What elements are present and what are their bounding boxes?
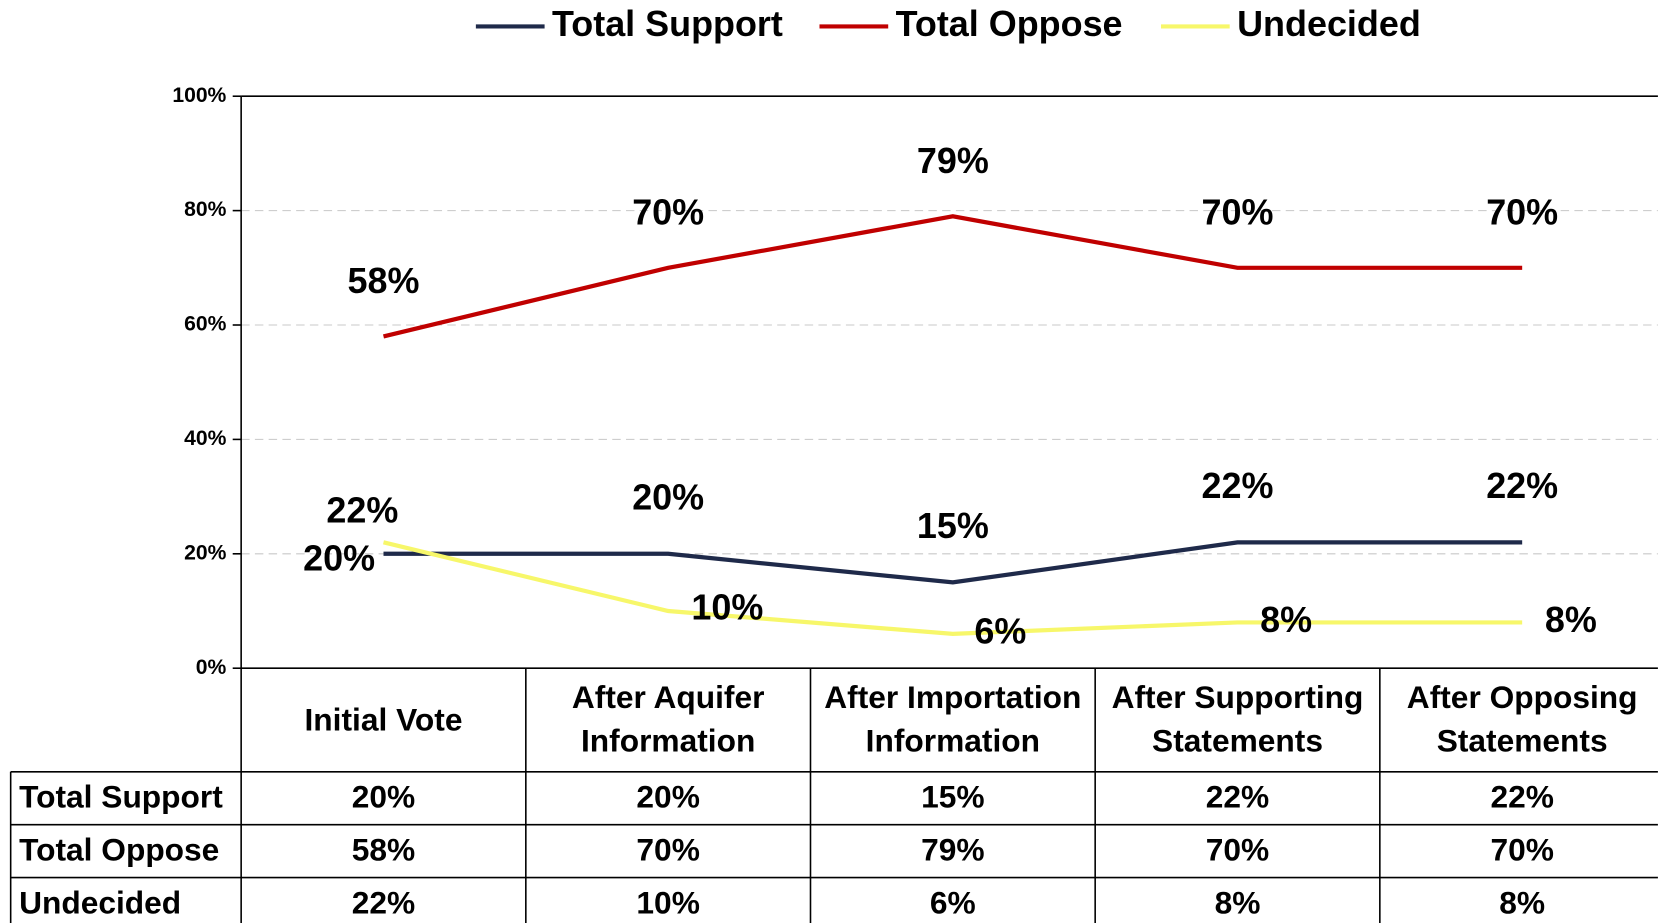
table-cell: 10% (636, 884, 699, 920)
data-label: 22% (326, 489, 398, 530)
x-category-label: After Importation Information (824, 679, 1081, 758)
table-cell: 8% (1499, 884, 1545, 920)
table-row-label: Total Support (19, 779, 223, 815)
category-line: Statements (1437, 723, 1608, 759)
data-label: 8% (1545, 599, 1597, 640)
data-label: 20% (303, 538, 375, 579)
series-line (383, 540, 1523, 585)
data-label: 58% (348, 260, 420, 301)
category-line: Statements (1152, 723, 1323, 759)
legend-label: Total Oppose (896, 3, 1123, 44)
data-label: 10% (691, 586, 763, 627)
data-label: 70% (632, 191, 704, 232)
category-line: After Aquifer (572, 679, 765, 715)
y-tick-label: 40% (184, 427, 226, 450)
x-category-label: After Opposing Statements (1407, 679, 1638, 758)
category-line: Information (581, 723, 755, 759)
table-cell: 15% (921, 779, 984, 815)
table-cell: 6% (930, 884, 976, 920)
table-cell: 70% (636, 832, 699, 868)
y-tick-label: 20% (184, 541, 226, 564)
table-cell: 20% (636, 779, 699, 815)
y-tick-label: 0% (196, 656, 227, 679)
y-tick-label: 60% (184, 313, 226, 336)
table-cell: 22% (1490, 779, 1553, 815)
y-tick-label: 80% (184, 198, 226, 221)
x-category-label: After Supporting Statements (1112, 679, 1364, 758)
table-cell: 22% (352, 884, 415, 920)
data-label: 22% (1486, 465, 1558, 506)
data-label: 8% (1260, 599, 1312, 640)
table-cell: 22% (1206, 779, 1269, 815)
legend-label: Undecided (1237, 3, 1421, 44)
table-cell: 8% (1215, 884, 1261, 920)
category-line: Information (866, 723, 1040, 759)
x-category-label: After Aquifer Information (572, 679, 765, 758)
series-line (382, 214, 1523, 339)
table-cell: 70% (1490, 832, 1553, 868)
series-line (382, 540, 1523, 636)
data-label: 79% (917, 140, 989, 181)
data-label: 70% (1202, 191, 1274, 232)
data-label: 22% (1202, 465, 1274, 506)
table-cell: 70% (1206, 832, 1269, 868)
category-line: After Opposing (1407, 679, 1638, 715)
y-tick-label: 100% (172, 84, 226, 107)
table-cell: 20% (352, 779, 415, 815)
data-label: 70% (1486, 191, 1558, 232)
table-cell: 58% (352, 832, 415, 868)
x-category-label: Initial Vote (305, 701, 463, 737)
category-line: After Supporting (1112, 679, 1364, 715)
legend-label: Total Support (552, 3, 783, 44)
data-label: 20% (632, 476, 704, 517)
table-row-label: Undecided (19, 884, 181, 920)
category-line: After Importation (824, 679, 1081, 715)
data-label: 15% (917, 505, 989, 546)
table-cell: 79% (921, 832, 984, 868)
data-label: 6% (974, 610, 1026, 651)
table-row-label: Total Oppose (19, 832, 219, 868)
